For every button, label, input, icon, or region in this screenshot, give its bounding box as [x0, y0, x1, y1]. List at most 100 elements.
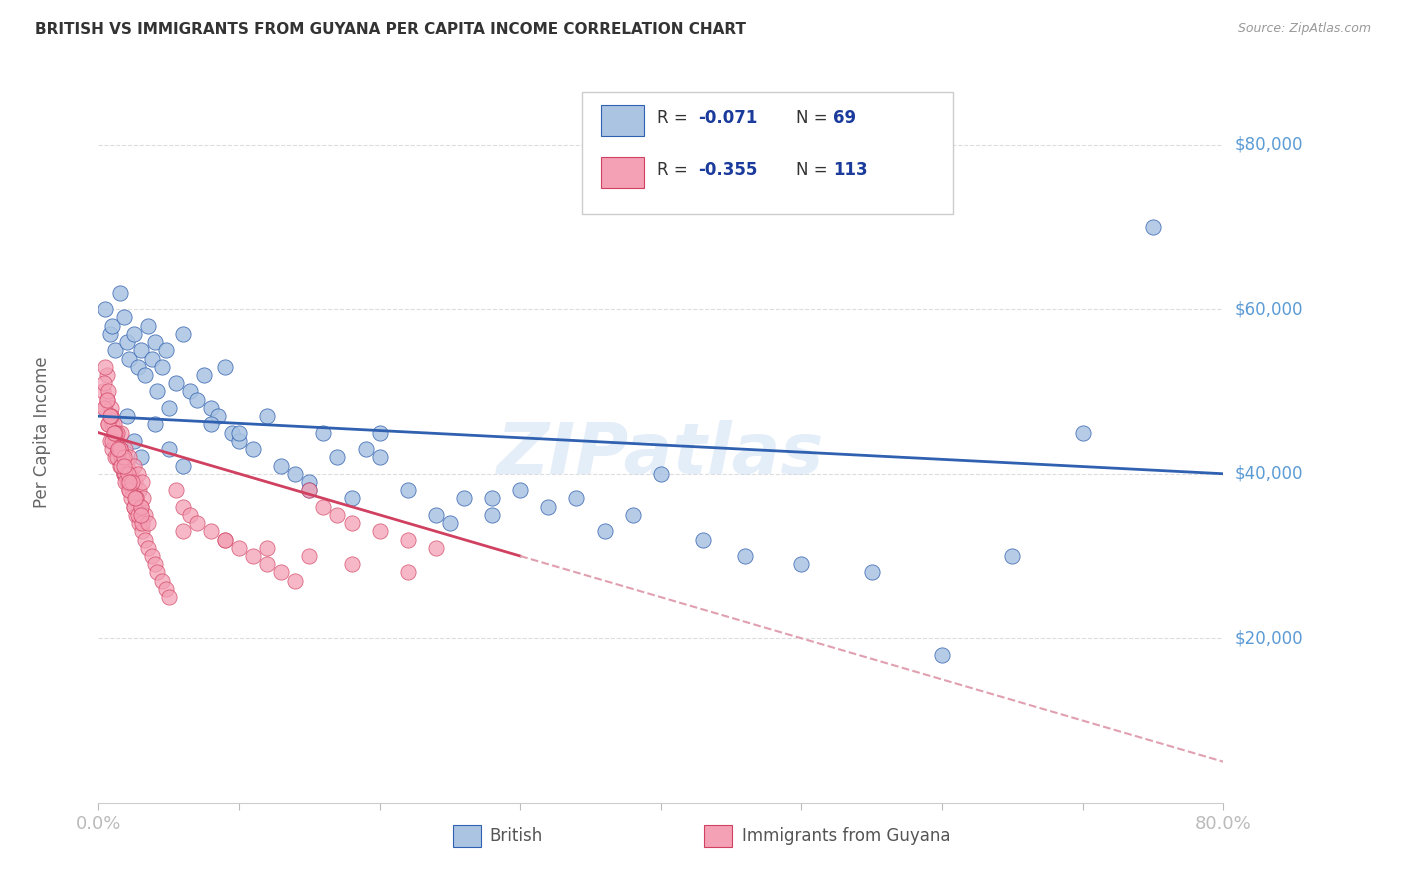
- Point: [98, 434, 121, 448]
- Point: [284, 467, 307, 481]
- Point: [1142, 219, 1164, 234]
- Point: [621, 508, 644, 522]
- Point: [193, 368, 215, 382]
- Point: [242, 549, 264, 563]
- Point: [104, 450, 127, 465]
- Text: R =: R =: [658, 161, 693, 178]
- Point: [96, 392, 118, 407]
- Point: [101, 434, 124, 448]
- Point: [143, 417, 166, 432]
- Text: R =: R =: [658, 109, 693, 127]
- Point: [107, 442, 129, 456]
- Point: [157, 590, 180, 604]
- Point: [650, 467, 672, 481]
- Point: [141, 351, 163, 366]
- Point: [340, 558, 363, 572]
- Point: [165, 376, 187, 391]
- Point: [157, 442, 180, 456]
- Point: [107, 442, 129, 456]
- Point: [108, 285, 131, 300]
- Point: [105, 425, 128, 440]
- Point: [115, 475, 138, 489]
- Point: [104, 434, 127, 448]
- Point: [131, 516, 153, 530]
- Point: [118, 483, 141, 498]
- Point: [143, 558, 166, 572]
- Point: [124, 475, 146, 489]
- Point: [127, 508, 149, 522]
- Point: [97, 417, 120, 432]
- Point: [207, 409, 229, 424]
- Point: [129, 500, 152, 514]
- Text: Source: ZipAtlas.com: Source: ZipAtlas.com: [1237, 22, 1371, 36]
- Point: [179, 508, 201, 522]
- Point: [112, 458, 135, 473]
- Point: [120, 467, 142, 481]
- Point: [157, 401, 180, 415]
- Point: [298, 475, 321, 489]
- Point: [155, 582, 177, 596]
- Point: [97, 417, 120, 432]
- Point: [129, 343, 152, 358]
- Point: [1071, 425, 1094, 440]
- Point: [124, 491, 146, 506]
- Point: [115, 409, 138, 424]
- Point: [115, 335, 138, 350]
- Text: 69: 69: [832, 109, 856, 127]
- Point: [134, 368, 156, 382]
- Point: [214, 533, 236, 547]
- Point: [118, 450, 141, 465]
- Point: [312, 500, 335, 514]
- Point: [110, 425, 132, 440]
- Point: [100, 401, 122, 415]
- Point: [101, 417, 124, 432]
- Text: Per Capita Income: Per Capita Income: [34, 357, 51, 508]
- Point: [96, 368, 118, 382]
- Point: [228, 425, 250, 440]
- Point: [593, 524, 616, 539]
- Point: [242, 442, 264, 456]
- Point: [481, 508, 503, 522]
- Point: [256, 541, 278, 555]
- Text: N =: N =: [796, 109, 832, 127]
- Point: [136, 318, 159, 333]
- Point: [114, 475, 136, 489]
- Point: [98, 326, 121, 341]
- Point: [256, 409, 278, 424]
- Point: [115, 458, 138, 473]
- Point: [114, 467, 136, 481]
- Point: [112, 310, 135, 325]
- Point: [117, 475, 139, 489]
- Point: [179, 384, 201, 399]
- Point: [860, 566, 883, 580]
- FancyBboxPatch shape: [582, 92, 953, 214]
- Point: [221, 425, 243, 440]
- Point: [117, 467, 139, 481]
- Point: [136, 516, 159, 530]
- Point: [127, 359, 149, 374]
- Point: [105, 450, 128, 465]
- Point: [186, 392, 208, 407]
- Point: [200, 401, 222, 415]
- Point: [425, 541, 447, 555]
- Point: [228, 434, 250, 448]
- Point: [96, 392, 118, 407]
- Point: [368, 524, 391, 539]
- Point: [105, 434, 128, 448]
- Text: Immigrants from Guyana: Immigrants from Guyana: [742, 827, 950, 845]
- Point: [368, 450, 391, 465]
- Bar: [453, 825, 481, 847]
- Point: [128, 483, 150, 498]
- Point: [172, 458, 194, 473]
- Point: [127, 467, 149, 481]
- Point: [111, 450, 134, 465]
- Point: [125, 491, 148, 506]
- Text: $60,000: $60,000: [1234, 301, 1303, 318]
- Point: [396, 483, 419, 498]
- Point: [172, 524, 194, 539]
- Point: [396, 533, 419, 547]
- Point: [108, 442, 131, 456]
- Point: [121, 483, 143, 498]
- Point: [312, 425, 335, 440]
- Point: [790, 558, 813, 572]
